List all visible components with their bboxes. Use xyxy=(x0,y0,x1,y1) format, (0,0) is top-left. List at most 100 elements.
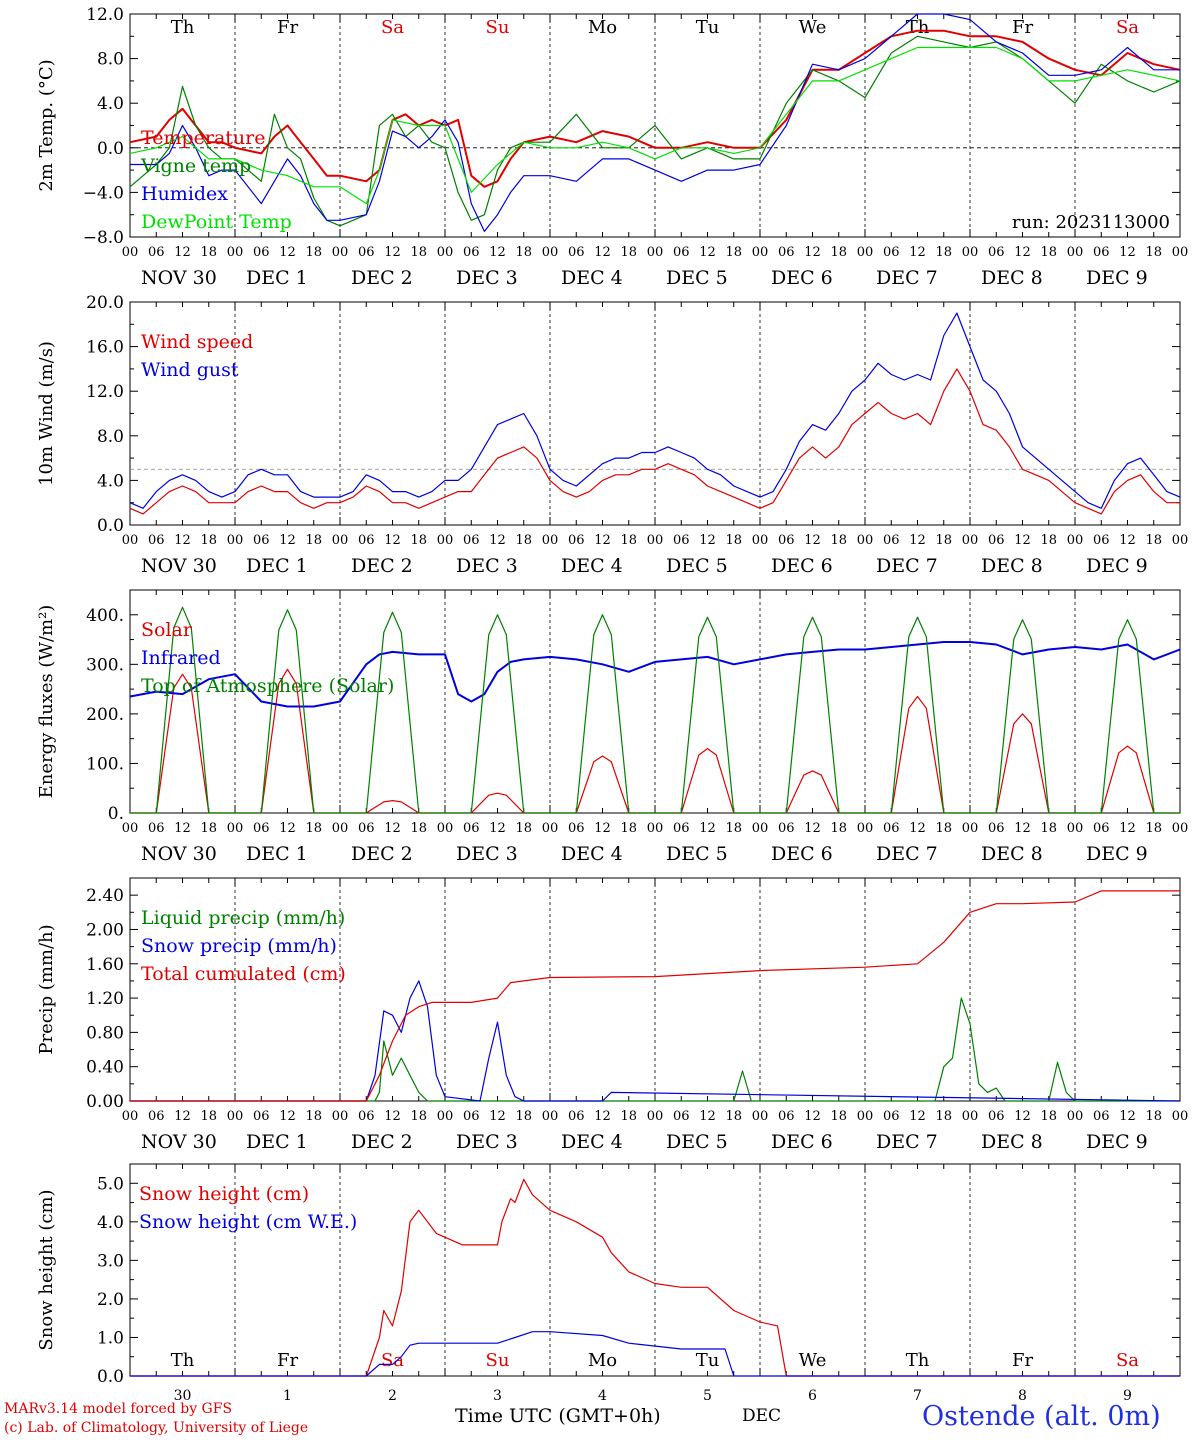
hour-label: 00 xyxy=(1172,245,1189,260)
hour-label: 12 xyxy=(1014,533,1031,548)
hour-label: 18 xyxy=(1145,821,1162,836)
date-label: DEC 3 xyxy=(456,843,518,865)
weekday-label: Mo xyxy=(588,1350,617,1371)
hour-label: 00 xyxy=(857,533,874,548)
legend-entry: Liquid precip (mm/h) xyxy=(141,907,345,929)
hour-label: 18 xyxy=(830,821,847,836)
hour-label: 06 xyxy=(778,245,795,260)
hour-label: 18 xyxy=(1040,245,1057,260)
hour-label: 00 xyxy=(1067,533,1084,548)
legend-entry: Snow precip (mm/h) xyxy=(141,935,337,957)
hour-label: 18 xyxy=(305,533,322,548)
date-label: DEC 7 xyxy=(876,843,938,865)
weekday-label: Sa xyxy=(1116,1350,1139,1371)
hour-label: 06 xyxy=(148,533,165,548)
weekday-label: Th xyxy=(906,1350,930,1371)
hour-label: 18 xyxy=(620,1109,637,1124)
day-number: 4 xyxy=(598,1388,607,1404)
hour-label: 12 xyxy=(174,821,191,836)
hour-label: 00 xyxy=(752,1109,769,1124)
hour-label: 00 xyxy=(227,533,244,548)
date-label: DEC 3 xyxy=(456,555,518,577)
day-number: 6 xyxy=(808,1388,817,1404)
y-tick-label: 2.00 xyxy=(86,920,124,940)
date-label: DEC 1 xyxy=(246,555,308,577)
hour-label: 00 xyxy=(332,245,349,260)
hour-label: 06 xyxy=(148,821,165,836)
station-name: Ostende (alt. 0m) xyxy=(922,1401,1161,1432)
day-number: 7 xyxy=(913,1388,922,1404)
hour-label: 18 xyxy=(620,821,637,836)
hour-label: 00 xyxy=(542,1109,559,1124)
hour-label: 06 xyxy=(253,1109,270,1124)
hour-label: 18 xyxy=(725,533,742,548)
plot-frame xyxy=(129,589,1181,814)
hour-label: 06 xyxy=(1093,245,1110,260)
series-line-1 xyxy=(130,997,1180,1102)
hour-label: 06 xyxy=(673,533,690,548)
legend-entry: Temperature xyxy=(141,127,265,149)
y-tick-label: 0.80 xyxy=(86,1023,124,1043)
month-label: DEC xyxy=(742,1406,782,1426)
legend-entry: Wind speed xyxy=(141,331,253,353)
hour-label: 06 xyxy=(883,1109,900,1124)
weekday-label: Th xyxy=(906,17,930,38)
y-tick-label: 4.0 xyxy=(97,1213,124,1233)
hour-label: 18 xyxy=(935,821,952,836)
hour-label: 00 xyxy=(857,821,874,836)
hour-label: 00 xyxy=(647,245,664,260)
y-tick-label: 1.0 xyxy=(97,1328,124,1348)
hour-label: 18 xyxy=(305,1109,322,1124)
weekday-label: Fr xyxy=(277,1350,298,1371)
date-label: DEC 1 xyxy=(246,1131,308,1153)
date-label: DEC 3 xyxy=(456,1131,518,1153)
hour-label: 00 xyxy=(962,245,979,260)
date-label: DEC 5 xyxy=(666,843,728,865)
hour-label: 06 xyxy=(358,821,375,836)
y-tick-label: 2.40 xyxy=(86,886,124,906)
hour-label: 12 xyxy=(489,821,506,836)
hour-label: 12 xyxy=(384,245,401,260)
hour-label: 12 xyxy=(594,1109,611,1124)
weekday-label: Su xyxy=(486,1350,510,1371)
weekday-label: Su xyxy=(486,17,510,38)
weekday-label: Sa xyxy=(1116,17,1139,38)
hour-label: 06 xyxy=(568,245,585,260)
y-tick-label: 1.60 xyxy=(86,955,124,975)
y-tick-label: −8.0 xyxy=(83,228,124,248)
hour-label: 00 xyxy=(647,821,664,836)
series-line-1 xyxy=(129,29,1181,188)
hour-label: 00 xyxy=(962,821,979,836)
hour-label: 00 xyxy=(857,1109,874,1124)
y-tick-label: 12.0 xyxy=(86,5,124,25)
hour-label: 12 xyxy=(699,533,716,548)
series-line-3 xyxy=(130,890,1180,1102)
y-tick-label: 200. xyxy=(86,705,124,725)
hour-label: 06 xyxy=(253,533,270,548)
hour-label: 12 xyxy=(384,821,401,836)
hour-label: 18 xyxy=(200,1109,217,1124)
hour-label: 00 xyxy=(647,1109,664,1124)
y-tick-label: 100. xyxy=(86,754,124,774)
hour-label: 18 xyxy=(515,1109,532,1124)
y-tick-label: 8.0 xyxy=(97,427,124,447)
legend-entry: Snow height (cm W.E.) xyxy=(139,1211,357,1233)
y-tick-label: 1.20 xyxy=(86,989,124,1009)
legend-entry: Solar xyxy=(141,619,193,641)
hour-label: 18 xyxy=(830,245,847,260)
hour-label: 18 xyxy=(1145,1109,1162,1124)
weekday-label: Sa xyxy=(381,1350,404,1371)
series-line-3 xyxy=(130,606,1180,814)
date-label: DEC 5 xyxy=(666,555,728,577)
hour-label: 18 xyxy=(620,245,637,260)
hour-label: 00 xyxy=(752,533,769,548)
hour-label: 12 xyxy=(594,245,611,260)
hour-label: 06 xyxy=(883,245,900,260)
panel-3: 0. 100. 200. 300. 400. Energy fluxes (W/m²) 00… xyxy=(36,589,1188,865)
date-label: DEC 6 xyxy=(771,843,833,865)
hour-label: 06 xyxy=(778,533,795,548)
hour-label: 00 xyxy=(1067,821,1084,836)
legend-entry: Snow height (cm) xyxy=(139,1183,309,1205)
date-label: DEC 2 xyxy=(351,1131,413,1153)
hour-label: 12 xyxy=(1119,821,1136,836)
